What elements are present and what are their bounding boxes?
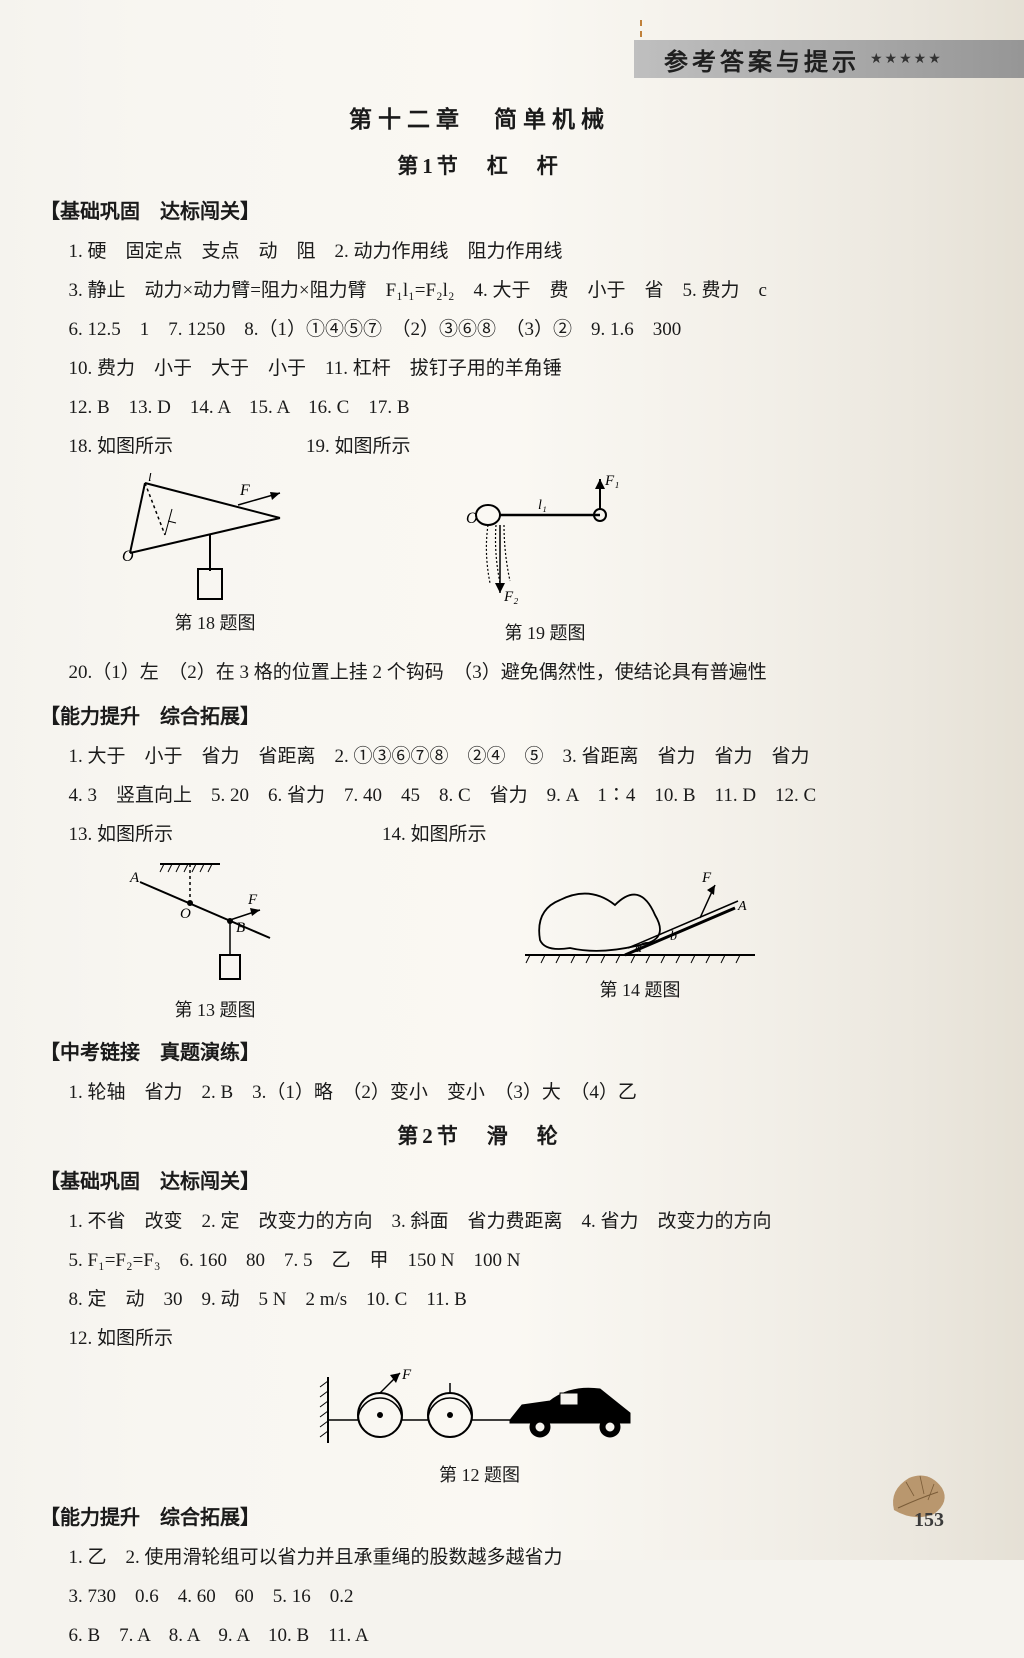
lever13-diagram: O A B F [120, 860, 310, 990]
answer-line: 1. 大于 小于 省力 省距离 2. ①③⑥⑦⑧ ②④ ⑤ 3. 省距离 省力 … [40, 738, 919, 777]
s2-g0-lines: 1. 不省 改变 2. 定 改变力的方向 3. 斜面 省力费距离 4. 省力 改… [40, 1203, 919, 1359]
answer-line: 3. 静止 动力×动力臂=阻力×阻力臂 F₁l₁=F₂l₂ 4. 大于 费 小于… [40, 272, 919, 311]
s1-g0-figures: O l F 第 18 题图 O F₁ l₁ [120, 473, 919, 652]
answer-line: 20.（1）左 （2）在 3 格的位置上挂 2 个钩码 （3）避免偶然性，使结论… [40, 654, 919, 693]
svg-text:F: F [701, 870, 712, 886]
figure-18: O l F 第 18 题图 [120, 473, 310, 652]
s2-g1-heading: 【能力提升 综合拓展】 [40, 1498, 919, 1539]
page-number: 153 [914, 1509, 944, 1532]
svg-text:A: A [737, 899, 747, 914]
answer-line: 1. 轮轴 省力 2. B 3.（1）略 （2）变小 变小 （3）大 （4）乙 [40, 1074, 919, 1113]
svg-text:F: F [247, 892, 258, 908]
answer-line: 1. 硬 固定点 支点 动 阻 2. 动力作用线 阻力作用线 [40, 233, 919, 272]
s1-g2-heading: 【中考链接 真题演练】 [40, 1033, 919, 1074]
s2-g1-lines: 1. 乙 2. 使用滑轮组可以省力并且承重绳的股数越多越省力 3. 730 0.… [40, 1539, 919, 1656]
header-stars: ★★★★★ [870, 51, 943, 68]
fig13-caption: 第 13 题图 [175, 992, 256, 1029]
svg-text:l: l [148, 473, 152, 485]
lever14-diagram: a b A F [520, 860, 760, 970]
answer-line: 8. 定 动 30 9. 动 5 N 2 m/s 10. C 11. B [40, 1281, 919, 1320]
s1-g0-lines: 1. 硬 固定点 支点 动 阻 2. 动力作用线 阻力作用线 3. 静止 动力×… [40, 233, 919, 467]
figure-13: O A B F 第 13 题图 [120, 860, 310, 1029]
s2-g0-heading: 【基础巩固 达标闯关】 [40, 1162, 919, 1203]
answer-line: 5. F₁=F₂=F₃ 6. 160 80 7. 5 乙 甲 150 N 100… [40, 1242, 919, 1281]
answer-line: 18. 如图所示 19. 如图所示 [40, 428, 919, 467]
figure-14: a b A F 第 14 题图 [520, 860, 760, 1029]
answer-line: 1. 乙 2. 使用滑轮组可以省力并且承重绳的股数越多越省力 [40, 1539, 919, 1578]
fig14-caption: 第 14 题图 [600, 972, 681, 1009]
fig18-caption: 第 18 题图 [175, 605, 256, 642]
s1-g2-lines: 1. 轮轴 省力 2. B 3.（1）略 （2）变小 变小 （3）大 （4）乙 [40, 1074, 919, 1113]
answer-line: 6. 12.5 1 7. 1250 8.（1）①④⑤⑦ （2）③⑥⑧ （3）② … [40, 311, 919, 350]
figure-12: F 第 12 题图 [310, 1365, 650, 1494]
fig12-caption: 第 12 题图 [439, 1457, 520, 1494]
svg-text:O: O [180, 906, 191, 922]
s2-g0-figures: F 第 12 题图 [40, 1365, 919, 1494]
s1-g1-lines: 1. 大于 小于 省力 省距离 2. ①③⑥⑦⑧ ②④ ⑤ 3. 省距离 省力 … [40, 738, 919, 855]
section-2-title: 第2节 滑 轮 [40, 1115, 919, 1158]
s1-g1-heading: 【能力提升 综合拓展】 [40, 697, 919, 738]
svg-text:F₁: F₁ [604, 473, 619, 489]
section-1-title: 第1节 杠 杆 [40, 145, 919, 188]
svg-text:F₂: F₂ [503, 589, 518, 605]
answer-line: 12. B 13. D 14. A 15. A 16. C 17. B [40, 389, 919, 428]
lever19-diagram: O F₁ l₁ F₂ [460, 473, 630, 613]
svg-text:a: a [635, 941, 642, 956]
answer-line: 12. 如图所示 [40, 1320, 919, 1359]
header-banner: 参考答案与提示 ★★★★★ [634, 40, 1024, 78]
figure-19: O F₁ l₁ F₂ 第 19 题图 [460, 473, 630, 652]
svg-text:b: b [670, 929, 677, 944]
svg-text:F: F [401, 1367, 412, 1383]
svg-text:F: F [239, 482, 250, 499]
s1-g0-heading: 【基础巩固 达标闯关】 [40, 192, 919, 233]
svg-text:A: A [129, 870, 140, 886]
header-title: 参考答案与提示 [664, 42, 860, 77]
s1-g1-figures: O A B F 第 13 题图 a b A [120, 860, 919, 1029]
answer-line: 4. 3 竖直向上 5. 20 6. 省力 7. 40 45 8. C 省力 9… [40, 777, 919, 816]
chapter-title: 第十二章 简单机械 [40, 96, 919, 143]
answer-line: 10. 费力 小于 大于 小于 11. 杠杆 拔钉子用的羊角锤 [40, 350, 919, 389]
answer-line: 3. 730 0.6 4. 60 60 5. 16 0.2 [40, 1578, 919, 1617]
lever18-diagram: O l F [120, 473, 310, 603]
content-area: 第十二章 简单机械 第1节 杠 杆 【基础巩固 达标闯关】 1. 硬 固定点 支… [40, 90, 919, 1658]
fig19-caption: 第 19 题图 [505, 615, 586, 652]
answer-line: 13. 如图所示 14. 如图所示 [40, 816, 919, 855]
s1-g0-lines-after: 20.（1）左 （2）在 3 格的位置上挂 2 个钩码 （3）避免偶然性，使结论… [40, 654, 919, 693]
svg-text:O: O [122, 548, 134, 565]
answer-line: 6. B 7. A 8. A 9. A 10. B 11. A [40, 1617, 919, 1656]
svg-text:B: B [236, 920, 245, 936]
pulley12-diagram: F [310, 1365, 650, 1455]
answer-line: 1. 不省 改变 2. 定 改变力的方向 3. 斜面 省力费距离 4. 省力 改… [40, 1203, 919, 1242]
svg-text:l₁: l₁ [538, 498, 547, 513]
